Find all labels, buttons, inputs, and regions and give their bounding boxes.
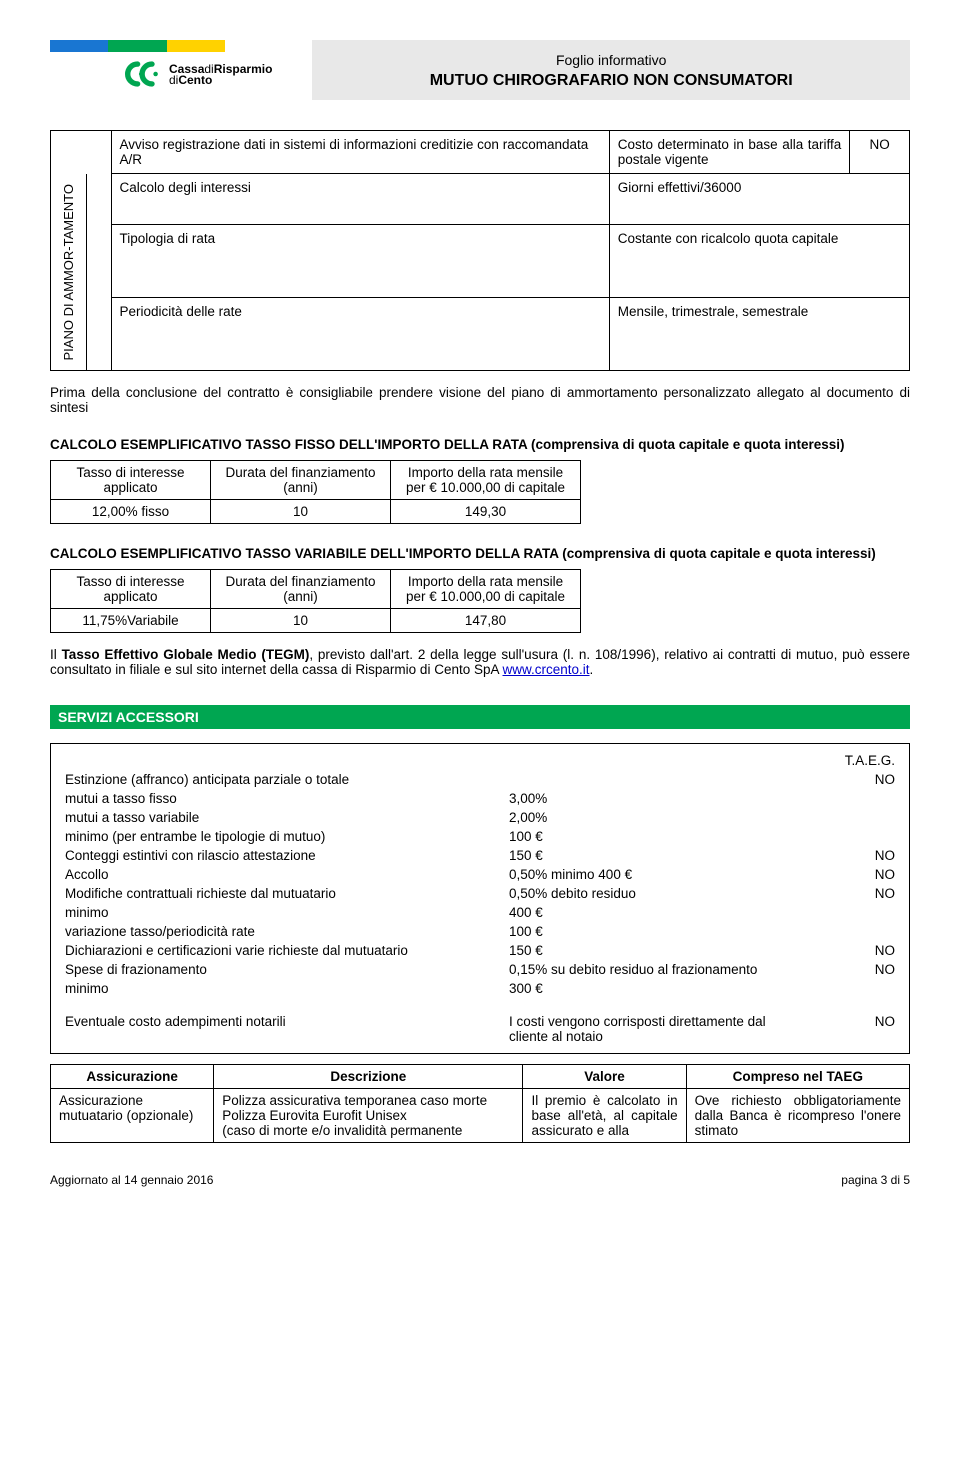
calc-var-r1c3: 147,80 <box>391 608 581 632</box>
serv-item-value: 2,00% <box>505 809 780 826</box>
calc-fisso-title: CALCOLO ESEMPLIFICATIVO TASSO FISSO DELL… <box>50 437 910 452</box>
serv-item-label: minimo <box>61 904 503 921</box>
serv-item-value: 0,15% su debito residuo al frazionamento <box>505 961 780 978</box>
calc-fisso-h1: Tasso di interesse applicato <box>51 460 211 499</box>
tegm-paragraph: Il Tasso Effettivo Globale Medio (TEGM),… <box>50 647 910 677</box>
serv-item-flag <box>782 904 899 921</box>
serv-item-label: Spese di frazionamento <box>61 961 503 978</box>
notary-value: I costi vengono corrisposti direttamente… <box>505 1013 780 1045</box>
serv-item-value: 150 € <box>505 942 780 959</box>
taeg-header: T.A.E.G. <box>782 752 899 769</box>
serv-item-flag: NO <box>782 866 899 883</box>
serv-item-label: mutui a tasso variabile <box>61 809 503 826</box>
serv-item-value <box>505 771 780 788</box>
serv-item-value: 100 € <box>505 828 780 845</box>
row-periodicita-label: Periodicità delle rate <box>111 298 609 371</box>
doc-subtitle: Foglio informativo <box>322 52 900 68</box>
calc-var-table: Tasso di interesse applicato Durata del … <box>50 569 581 633</box>
calc-var-h1: Tasso di interesse applicato <box>51 569 211 608</box>
calc-fisso-h2: Durata del finanziamento (anni) <box>211 460 391 499</box>
serv-item-flag: NO <box>782 961 899 978</box>
crcento-link[interactable]: www.crcento.it <box>503 662 590 677</box>
serv-item-label: Accollo <box>61 866 503 883</box>
calc-fisso-r1c2: 10 <box>211 499 391 523</box>
serv-item-flag <box>782 809 899 826</box>
ins-r1c1: Assicurazione mutuatario (opzionale) <box>51 1088 214 1142</box>
ins-r1c4: Ove richiesto obbligatoriamente dalla Ba… <box>686 1088 909 1142</box>
row-tipologia-label: Tipologia di rata <box>111 225 609 298</box>
serv-item-flag <box>782 828 899 845</box>
title-block: Foglio informativo MUTUO CHIROGRAFARIO N… <box>312 40 910 100</box>
header-color-bar <box>50 40 225 52</box>
ins-h3: Valore <box>523 1064 686 1088</box>
servizi-accessori-heading: SERVIZI ACCESSORI <box>50 705 910 729</box>
calc-fisso-r1c3: 149,30 <box>391 499 581 523</box>
calc-var-r1c2: 10 <box>211 608 391 632</box>
note-piano-ammortamento: Prima della conclusione del contratto è … <box>50 385 910 415</box>
piano-ammortamento-label: PIANO DI AMMOR-TAMENTO <box>59 180 78 364</box>
footer-page: pagina 3 di 5 <box>841 1173 910 1187</box>
row-avviso-flag: NO <box>850 131 910 174</box>
calc-fisso-table: Tasso di interesse applicato Durata del … <box>50 460 581 524</box>
serv-item-value: 150 € <box>505 847 780 864</box>
serv-item-flag <box>782 923 899 940</box>
ins-r1c3: Il premio è calcolato in base all'età, a… <box>523 1088 686 1142</box>
amortization-plan-table: Avviso registrazione dati in sistemi di … <box>50 130 910 371</box>
serv-item-flag: NO <box>782 942 899 959</box>
calc-var-title: CALCOLO ESEMPLIFICATIVO TASSO VARIABILE … <box>50 546 910 561</box>
row-periodicita-value: Mensile, trimestrale, semestrale <box>609 298 909 371</box>
insurance-table: Assicurazione Descrizione Valore Compres… <box>50 1064 910 1143</box>
serv-item-flag <box>782 980 899 997</box>
serv-item-value: 3,00% <box>505 790 780 807</box>
serv-item-value: 0,50% minimo 400 € <box>505 866 780 883</box>
notary-flag: NO <box>782 1013 899 1045</box>
serv-item-label: mutui a tasso fisso <box>61 790 503 807</box>
serv-item-label: Modifiche contrattuali richieste dal mut… <box>61 885 503 902</box>
serv-item-label: minimo <box>61 980 503 997</box>
bank-name-line2: diCento <box>169 74 272 86</box>
ins-h2: Descrizione <box>214 1064 523 1088</box>
row-calcolo-label: Calcolo degli interessi <box>111 174 609 225</box>
calc-fisso-h3: Importo della rata mensile per € 10.000,… <box>391 460 581 499</box>
logo-cc-icon <box>125 60 161 88</box>
serv-item-value: 400 € <box>505 904 780 921</box>
calc-var-r1c1: 11,75%Variabile <box>51 608 211 632</box>
servizi-table: T.A.E.G. Estinzione (affranco) anticipat… <box>50 743 910 1054</box>
serv-item-flag: NO <box>782 885 899 902</box>
ins-r1c2: Polizza assicurativa temporanea caso mor… <box>214 1088 523 1142</box>
footer-date: Aggiornato al 14 gennaio 2016 <box>50 1173 213 1187</box>
serv-item-flag: NO <box>782 771 899 788</box>
serv-item-label: minimo (per entrambe le tipologie di mut… <box>61 828 503 845</box>
ins-h1: Assicurazione <box>51 1064 214 1088</box>
bank-logo: CassadiRisparmio diCento <box>125 60 272 88</box>
serv-item-value: 0,50% debito residuo <box>505 885 780 902</box>
page-footer: Aggiornato al 14 gennaio 2016 pagina 3 d… <box>50 1173 910 1187</box>
serv-item-flag: NO <box>782 847 899 864</box>
row-tipologia-value: Costante con ricalcolo quota capitale <box>609 225 909 298</box>
notary-label: Eventuale costo adempimenti notarili <box>61 1013 503 1045</box>
row-avviso-value: Costo determinato in base alla tariffa p… <box>609 131 850 174</box>
serv-item-label: Conteggi estintivi con rilascio attestaz… <box>61 847 503 864</box>
calc-fisso-r1c1: 12,00% fisso <box>51 499 211 523</box>
calc-var-h3: Importo della rata mensile per € 10.000,… <box>391 569 581 608</box>
serv-item-label: Estinzione (affranco) anticipata parzial… <box>61 771 503 788</box>
ins-h4: Compreso nel TAEG <box>686 1064 909 1088</box>
doc-title: MUTUO CHIROGRAFARIO NON CONSUMATORI <box>322 72 900 90</box>
serv-item-flag <box>782 790 899 807</box>
row-avviso-label: Avviso registrazione dati in sistemi di … <box>111 131 609 174</box>
calc-var-h2: Durata del finanziamento (anni) <box>211 569 391 608</box>
serv-item-value: 300 € <box>505 980 780 997</box>
serv-item-label: variazione tasso/periodicità rate <box>61 923 503 940</box>
row-calcolo-value: Giorni effettivi/36000 <box>609 174 909 225</box>
serv-item-value: 100 € <box>505 923 780 940</box>
serv-item-label: Dichiarazioni e certificazioni varie ric… <box>61 942 503 959</box>
